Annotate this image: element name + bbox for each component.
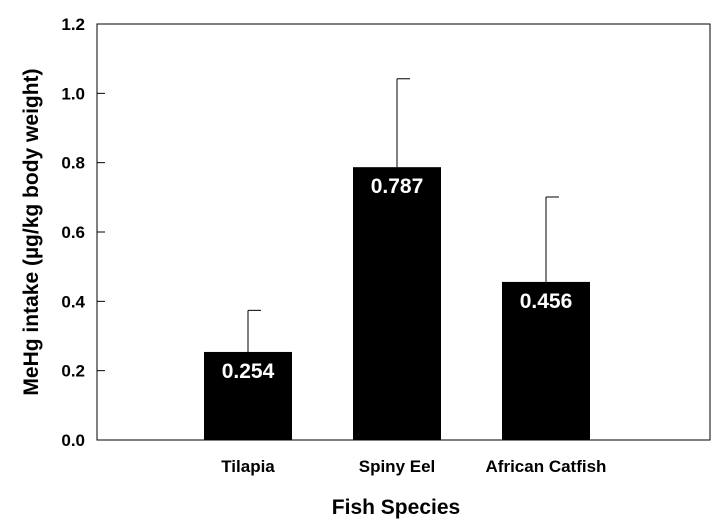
- data-labels-layer: 0.254 0.787 0.456: [222, 175, 573, 383]
- bar-tilapia: [204, 351, 292, 440]
- x-tick-label-0: Tilapia: [221, 457, 275, 476]
- bar-african-catfish: [502, 281, 590, 440]
- y-tick-label-6: 1.2: [61, 15, 85, 34]
- y-ticks-layer: 0.0 0.2 0.4 0.6 0.8 1.0 1.2: [61, 15, 105, 450]
- data-label-2: 0.456: [520, 290, 573, 313]
- y-tick-label-5: 1.0: [61, 84, 85, 103]
- y-tick-label-2: 0.4: [61, 292, 85, 311]
- data-label-0: 0.254: [222, 360, 275, 383]
- y-tick-label-1: 0.2: [61, 362, 85, 381]
- y-tick-label-4: 0.8: [61, 154, 85, 173]
- x-tick-label-2: African Catfish: [486, 457, 607, 476]
- y-tick-label-0: 0.0: [61, 431, 85, 450]
- y-axis-title: MeHg intake (µg/kg body weight): [20, 68, 43, 395]
- x-tick-label-1: Spiny Eel: [359, 457, 436, 476]
- x-categories-layer: Tilapia Spiny Eel African Catfish: [221, 457, 606, 476]
- y-tick-label-3: 0.6: [61, 223, 85, 242]
- bars-layer: [204, 167, 590, 440]
- bar-spiny-eel: [353, 167, 441, 440]
- x-axis-title: Fish Species: [332, 496, 460, 519]
- error-bars-layer: [247, 78, 559, 352]
- data-label-1: 0.787: [371, 175, 424, 198]
